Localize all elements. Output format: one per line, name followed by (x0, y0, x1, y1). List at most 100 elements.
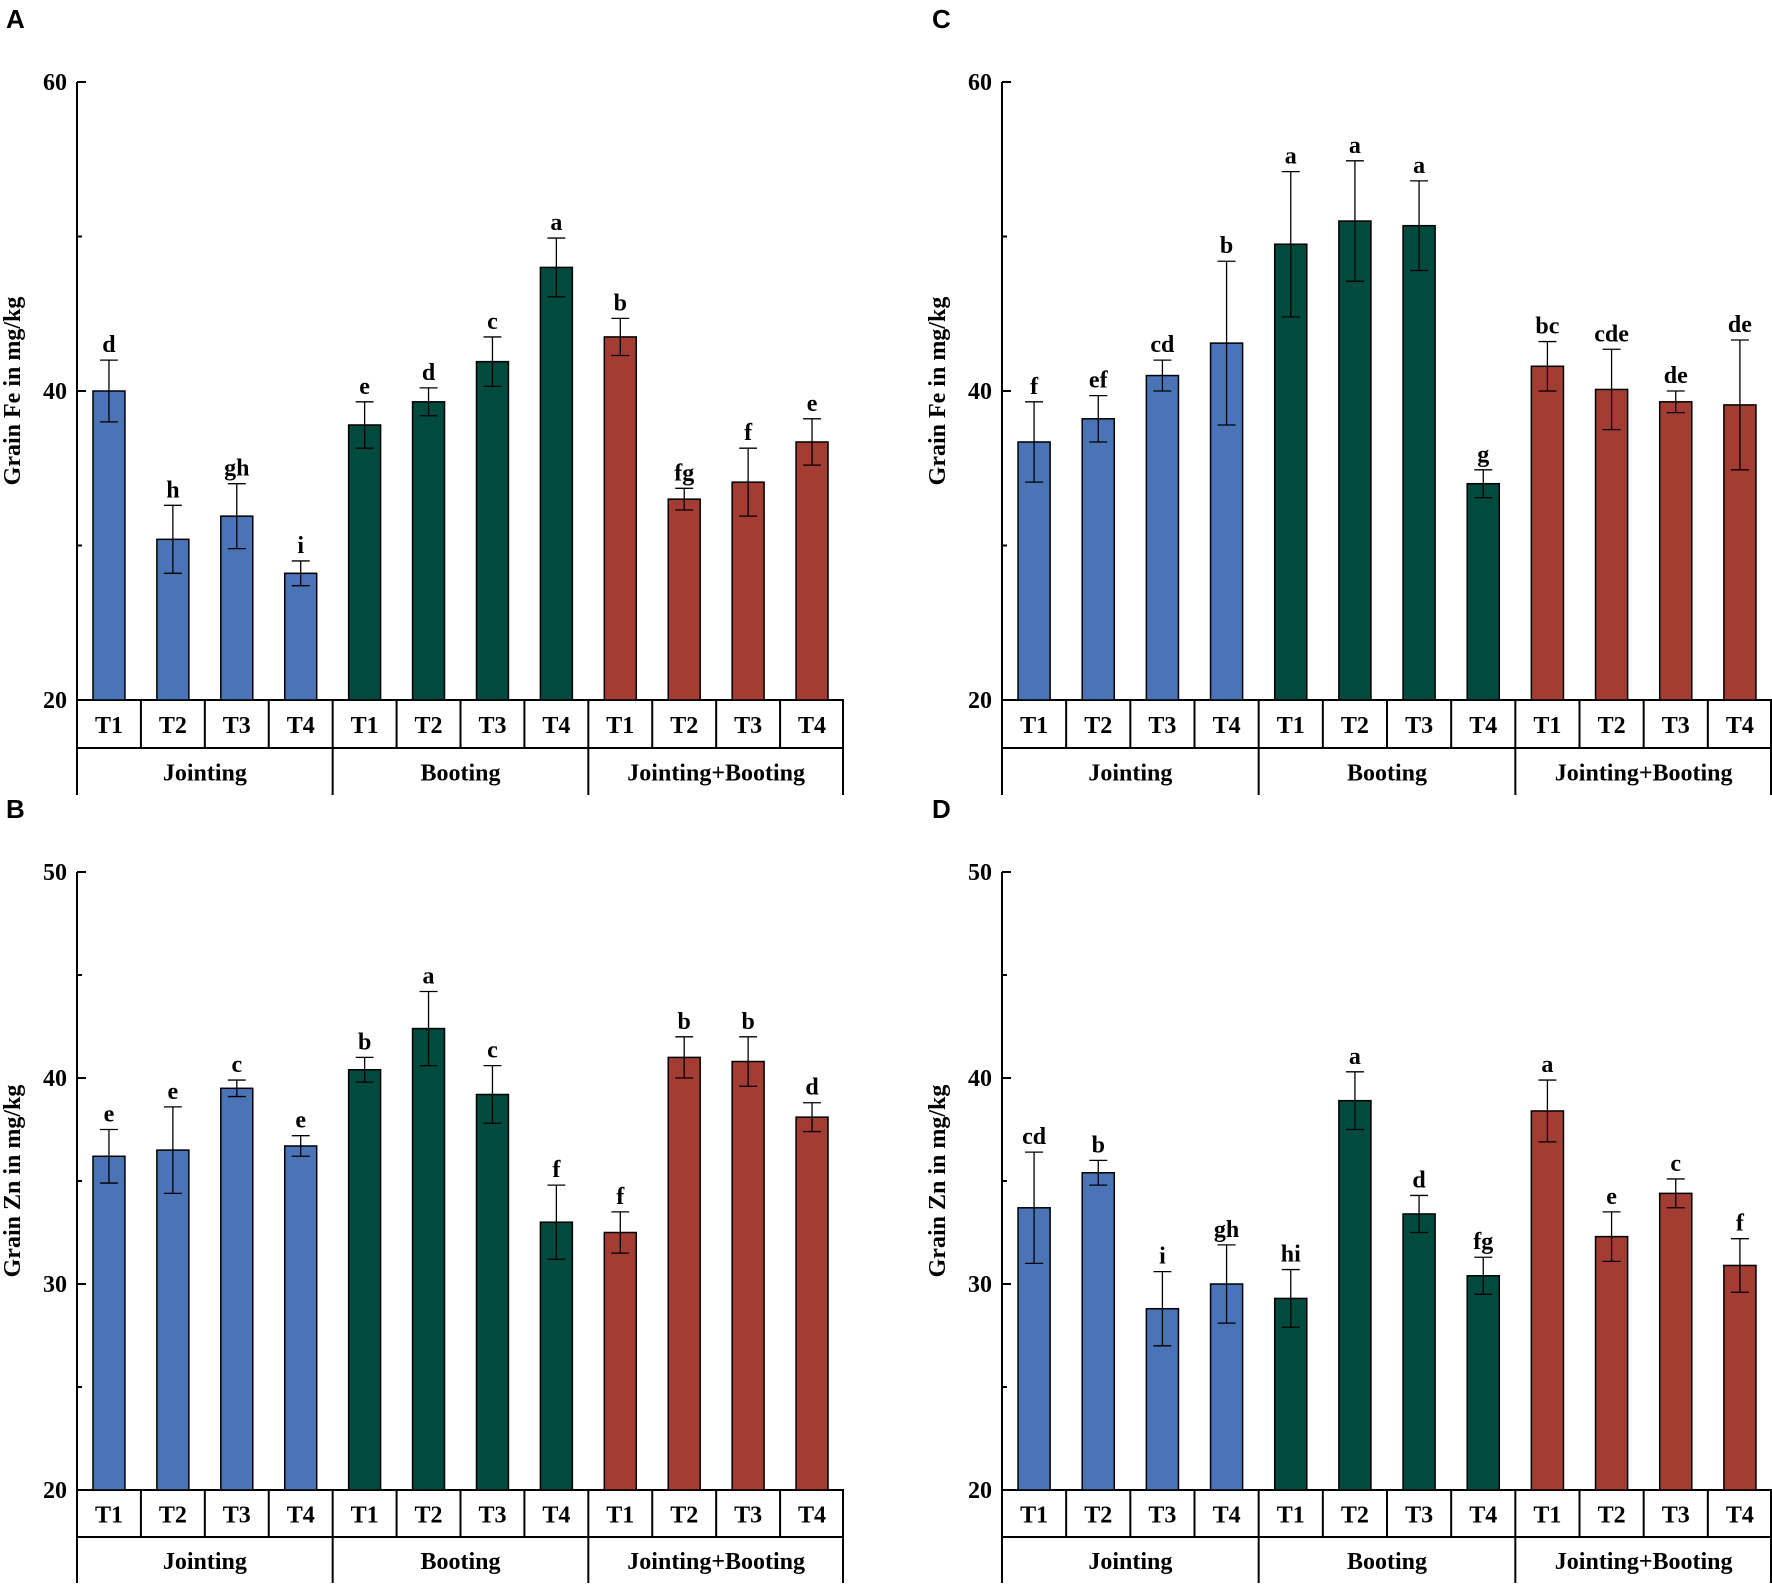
category-label: T1 (1533, 713, 1561, 739)
panel-letter: C (932, 4, 951, 34)
significance-letter: d (102, 332, 116, 358)
significance-letter: i (297, 533, 304, 559)
bar (411, 401, 446, 701)
bar (475, 1093, 510, 1491)
category-label: T4 (287, 713, 315, 739)
bar (475, 360, 510, 701)
category-label: T2 (1341, 1503, 1369, 1529)
category-label: T4 (1213, 713, 1241, 739)
y-tick-label: 20 (968, 1478, 992, 1504)
significance-letter: h (166, 477, 179, 503)
significance-letter: cd (1150, 332, 1175, 358)
significance-letter: gh (224, 456, 249, 482)
category-label: T4 (287, 1503, 315, 1529)
bar (603, 336, 638, 701)
category-label: T4 (1726, 713, 1754, 739)
significance-letter: i (1159, 1244, 1166, 1270)
category-label: T2 (1341, 713, 1369, 739)
category-label: T1 (606, 713, 634, 739)
panel-letter: B (6, 794, 25, 824)
bar (795, 1116, 829, 1491)
bar (1081, 418, 1116, 701)
category-label: T2 (415, 1503, 443, 1529)
group-label: Booting (420, 1549, 500, 1575)
category-label: T1 (606, 1503, 634, 1529)
bar (1594, 388, 1629, 701)
category-label: T3 (1662, 1503, 1690, 1529)
bar (1145, 374, 1180, 701)
y-tick-label: 60 (43, 70, 67, 96)
bar (731, 481, 765, 701)
bar (1338, 1099, 1372, 1491)
significance-letter: f (552, 1157, 561, 1183)
category-label: T1 (1533, 1503, 1561, 1529)
significance-letter: cde (1594, 321, 1629, 347)
category-label: T3 (1148, 713, 1176, 739)
category-label: T2 (415, 713, 443, 739)
category-label: T4 (798, 1503, 826, 1529)
significance-letter: b (358, 1029, 371, 1055)
category-label: T2 (1598, 1503, 1626, 1529)
y-tick-label: 20 (43, 688, 67, 714)
significance-letter: b (614, 290, 627, 316)
group-label: Jointing+Booting (627, 761, 805, 787)
significance-letter: a (1349, 1044, 1361, 1070)
bar (411, 1027, 446, 1491)
category-label: T2 (159, 713, 187, 739)
significance-letter: bc (1535, 314, 1559, 340)
significance-letter: e (104, 1102, 115, 1128)
significance-letter: a (1413, 153, 1425, 179)
bar (283, 572, 318, 701)
group-label: Jointing (163, 761, 247, 787)
group-label: Jointing+Booting (1555, 761, 1733, 787)
category-label: T1 (1020, 713, 1048, 739)
category-label: T4 (798, 713, 826, 739)
category-label: T3 (223, 1503, 251, 1529)
category-label: T4 (1469, 713, 1497, 739)
significance-letter: e (359, 374, 370, 400)
category-label: T2 (159, 1503, 187, 1529)
category-label: T1 (1277, 1503, 1305, 1529)
bar (539, 266, 574, 701)
panel-letter: D (932, 794, 951, 824)
category-label: T2 (1598, 713, 1626, 739)
group-label: Booting (1347, 1549, 1427, 1575)
bar (1338, 220, 1372, 701)
significance-letter: a (1349, 133, 1361, 159)
group-label: Jointing+Booting (627, 1549, 805, 1575)
significance-letter: f (744, 420, 753, 446)
group-label: Booting (420, 761, 500, 787)
y-axis-label: Grain Fe in mg/kg (0, 297, 26, 486)
group-label: Jointing+Booting (1555, 1549, 1733, 1575)
category-label: T1 (1020, 1503, 1048, 1529)
significance-letter: ef (1089, 368, 1109, 394)
significance-letter: b (1092, 1132, 1105, 1158)
bar (1273, 243, 1308, 701)
significance-letter: e (295, 1108, 306, 1134)
significance-letter: de (1664, 363, 1688, 389)
significance-letter: gh (1214, 1217, 1239, 1243)
significance-letter: b (678, 1009, 691, 1035)
y-tick-label: 50 (43, 860, 67, 886)
bar (1658, 401, 1693, 701)
category-label: T3 (1405, 713, 1433, 739)
category-label: T2 (670, 713, 698, 739)
category-label: T4 (542, 1503, 570, 1529)
category-label: T3 (478, 1503, 506, 1529)
significance-letter: b (741, 1009, 754, 1035)
category-label: T4 (1469, 1503, 1497, 1529)
bar (1466, 1275, 1501, 1491)
bar (1723, 1264, 1757, 1491)
y-axis-label: Grain Zn in mg/kg (925, 1085, 951, 1278)
bar (1658, 1192, 1693, 1491)
significance-letter: b (1220, 233, 1233, 259)
y-axis-label: Grain Zn in mg/kg (0, 1085, 26, 1278)
bar (1402, 1213, 1436, 1491)
bar (92, 390, 126, 701)
significance-letter: fg (674, 460, 694, 486)
bar (1402, 224, 1436, 701)
significance-letter: e (1606, 1184, 1617, 1210)
bar (92, 1155, 126, 1491)
significance-letter: d (1412, 1167, 1426, 1193)
